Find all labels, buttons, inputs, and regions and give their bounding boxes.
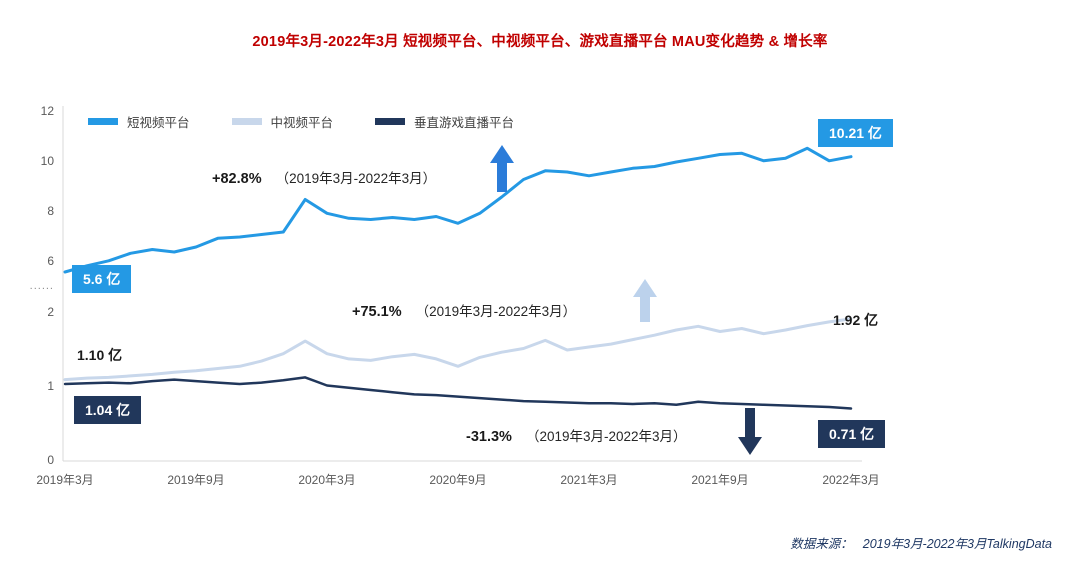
x-tick-2021-03: 2021年3月 <box>560 473 618 487</box>
data-source-prefix: 数据来源： <box>790 537 853 551</box>
mid-video-start-value-label: 1.10 亿 <box>77 347 123 363</box>
short-video-end-value-label: 10.21 亿 <box>818 119 893 147</box>
series-line-short-video <box>63 146 853 274</box>
legend-item-mid-video: 中视频平台 <box>231 112 334 131</box>
game-live-decline-annotation: -31.3% （2019年3月-2022年3月） <box>466 425 687 445</box>
x-tick-2019-03: 2019年3月 <box>36 473 94 487</box>
legend-item-short-video: 短视频平台 <box>88 112 190 131</box>
game-live-decline-pct: -31.3% <box>466 429 512 445</box>
chart-title: 2019年3月-2022年3月 短视频平台、中视频平台、游戏直播平台 MAU变化… <box>252 34 828 50</box>
y-tick-2: 2 <box>47 305 54 319</box>
mid-video-growth-period: （2019年3月-2022年3月） <box>415 304 577 319</box>
short-video-growth-period: （2019年3月-2022年3月） <box>275 171 437 186</box>
y-axis-break-marker: ...... <box>29 280 54 292</box>
chart-axes <box>62 106 862 462</box>
series-lines <box>63 146 853 410</box>
legend-swatch-game-live-icon <box>375 118 406 125</box>
x-tick-2019-09: 2019年9月 <box>167 473 225 487</box>
legend-swatch-short-video-icon <box>88 118 118 125</box>
y-tick-1: 1 <box>47 379 54 393</box>
y-tick-12: 12 <box>40 104 54 118</box>
mid-video-growth-up-arrow-icon <box>633 279 657 322</box>
x-tick-2021-09: 2021年9月 <box>691 473 749 487</box>
x-tick-2020-03: 2020年3月 <box>298 473 356 487</box>
game-live-decline-down-arrow-icon <box>738 408 762 455</box>
series-line-game-live <box>63 376 853 410</box>
y-tick-6: 6 <box>47 254 54 268</box>
short-video-start-value-label: 5.6 亿 <box>72 265 132 293</box>
data-source-note: 数据来源： 2019年3月-2022年3月TalkingData <box>790 533 1052 552</box>
x-tick-2020-09: 2020年9月 <box>429 473 487 487</box>
mid-video-growth-pct: +75.1% <box>352 304 402 320</box>
y-tick-8: 8 <box>47 204 54 218</box>
short-video-growth-up-arrow-icon <box>490 145 514 192</box>
growth-arrows <box>490 145 762 455</box>
series-line-mid-video <box>63 317 853 382</box>
legend-swatch-mid-video-icon <box>231 118 262 125</box>
y-tick-10: 10 <box>40 154 54 168</box>
mid-video-end-value-label: 1.92 亿 <box>833 312 879 328</box>
x-tick-2022-03: 2022年3月 <box>822 473 880 487</box>
short-video-growth-annotation: +82.8% （2019年3月-2022年3月） <box>212 167 436 187</box>
short-video-growth-pct: +82.8% <box>212 171 262 187</box>
legend-label-mid-video: 中视频平台 <box>270 116 334 130</box>
data-source-text: 2019年3月-2022年3月TalkingData <box>862 537 1052 551</box>
game-live-end-value-label: 0.71 亿 <box>818 420 886 448</box>
legend-label-game-live: 垂直游戏直播平台 <box>414 116 515 130</box>
legend-label-short-video: 短视频平台 <box>127 116 190 130</box>
legend-item-game-live: 垂直游戏直播平台 <box>375 112 514 131</box>
game-live-decline-period: （2019年3月-2022年3月） <box>525 429 687 444</box>
chart-legend: 短视频平台 中视频平台 垂直游戏直播平台 <box>88 112 514 131</box>
mid-video-growth-annotation: +75.1% （2019年3月-2022年3月） <box>352 300 576 320</box>
y-tick-0: 0 <box>47 453 54 467</box>
game-live-start-value-label: 1.04 亿 <box>74 396 142 424</box>
